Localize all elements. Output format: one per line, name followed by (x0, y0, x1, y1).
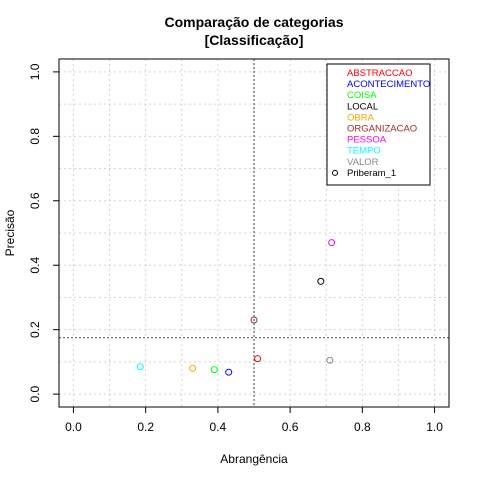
chart-subtitle: [Classificação] (205, 32, 304, 48)
legend-entry: LOCAL (347, 101, 378, 112)
data-point-acontecimento (225, 368, 233, 376)
data-point-obra (189, 364, 197, 372)
y-axis: 0.0 0.2 0.4 0.6 0.8 1.0 (28, 63, 59, 402)
x-tick-label: 1.0 (426, 420, 443, 434)
legend-box (326, 63, 431, 186)
x-axis: 0.0 0.2 0.4 0.6 0.8 1.0 (65, 407, 443, 434)
legend-entry: OBRA (347, 112, 375, 123)
legend-marker (332, 169, 338, 176)
y-axis-title: Precisão (3, 209, 17, 256)
legend-entry: ORGANIZACAO (347, 124, 417, 135)
data-points (136, 239, 336, 376)
y-tick-label: 1.0 (28, 63, 42, 80)
legend-entry: ACONTECIMENTO (347, 79, 430, 90)
y-tick-label: 0.6 (28, 192, 42, 209)
x-tick-label: 0.6 (282, 420, 299, 434)
legend-entry: VALOR (347, 157, 379, 168)
legend-entry: COISA (347, 90, 377, 101)
data-point-local (317, 277, 325, 285)
legend: ABSTRACCAOACONTECIMENTOCOISALOCALOBRAORG… (326, 63, 431, 186)
y-tick-label: 0.4 (28, 257, 42, 274)
x-tick-label: 0.0 (65, 420, 82, 434)
legend-entry: ABSTRACCAO (347, 68, 412, 79)
chart-title: Comparação de categorias (165, 14, 344, 30)
data-point-tempo (136, 363, 144, 371)
data-point-coisa (210, 366, 218, 374)
data-point-abstraccao (254, 355, 262, 363)
y-tick-label: 0.2 (28, 321, 42, 338)
plot-frame (58, 58, 450, 408)
legend-entry: Priberam_1 (347, 168, 396, 179)
data-point-valor (326, 356, 334, 364)
x-tick-label: 0.4 (210, 420, 227, 434)
x-tick-label: 0.2 (137, 420, 154, 434)
legend-entry: TEMPO (347, 146, 381, 157)
x-tick-label: 0.8 (354, 420, 371, 434)
y-tick-label: 0.8 (28, 128, 42, 145)
legend-entry: PESSOA (347, 135, 387, 146)
data-point-pessoa (328, 239, 336, 247)
y-tick-label: 0.0 (28, 385, 42, 402)
x-axis-title: Abrangência (220, 452, 288, 466)
data-point-organizacao (250, 316, 258, 324)
reference-lines (59, 59, 449, 407)
